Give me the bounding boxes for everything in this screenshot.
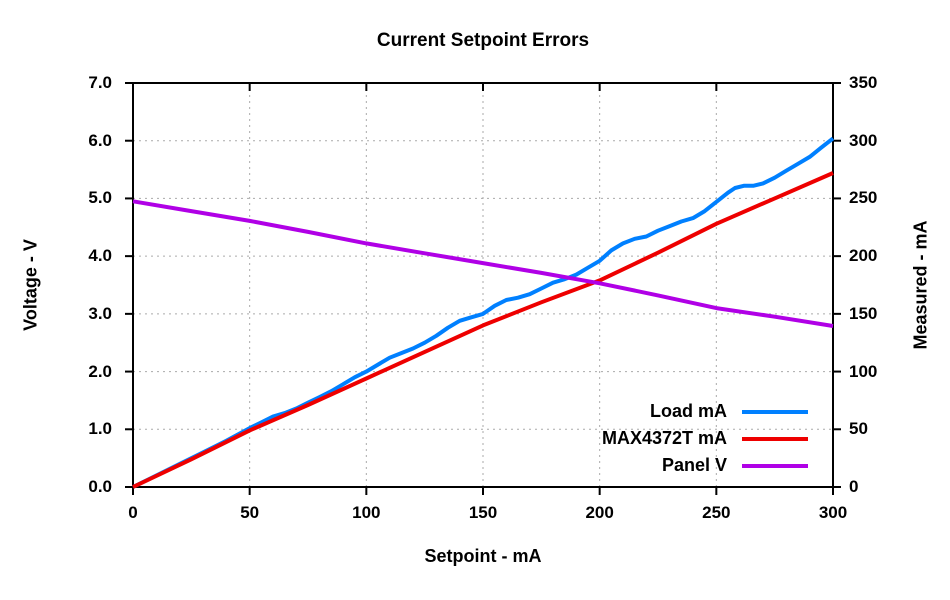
- series-line-max4372t-ma: [132, 171, 834, 489]
- tick-label: 2.0: [88, 361, 112, 381]
- y-axis-right-label: Measured - mA: [910, 220, 931, 350]
- tick-label: 0: [849, 477, 859, 496]
- tick-label: 4.0: [88, 246, 112, 266]
- chart-title: Current Setpoint Errors: [376, 30, 590, 51]
- tick-label: 250: [849, 188, 878, 208]
- tick-label: 200: [585, 503, 614, 522]
- tick-label: 0.0: [88, 477, 112, 496]
- legend-item: MAX4372T mA: [602, 425, 808, 452]
- tick-label: 350: [849, 73, 878, 92]
- legend-line-swatch: [742, 409, 808, 414]
- tick-label: 0: [128, 503, 138, 522]
- legend-line-swatch: [742, 436, 808, 441]
- tick-label: 100: [352, 503, 381, 522]
- tick-label: 200: [849, 246, 878, 266]
- tick-label: 300: [818, 503, 848, 522]
- x-axis-label: Setpoint - mA: [424, 546, 542, 566]
- y-axis-left-label: Voltage - V: [20, 239, 41, 331]
- tick-label: 50: [240, 503, 260, 522]
- tick-label: 6.0: [88, 130, 112, 150]
- series-line-panel-v: [132, 199, 834, 328]
- tick-label: 1.0: [88, 419, 112, 439]
- tick-label: 3.0: [88, 303, 112, 323]
- tick-label: 5.0: [88, 188, 112, 208]
- legend: Load mA MAX4372T mA Panel V: [602, 398, 808, 479]
- tick-label: 250: [702, 503, 731, 522]
- tick-label: 7.0: [88, 73, 112, 92]
- legend-label: Panel V: [661, 455, 727, 475]
- legend-item: Panel V: [602, 452, 808, 479]
- legend-item: Load mA: [602, 398, 808, 425]
- tick-label: 300: [849, 130, 878, 150]
- tick-label: 50: [849, 419, 868, 439]
- legend-line-swatch: [742, 463, 808, 468]
- tick-label: 100: [849, 361, 878, 381]
- legend-label: Load mA: [649, 401, 727, 421]
- tick-label: 150: [468, 503, 498, 522]
- tick-label: 150: [849, 303, 878, 323]
- legend-label: MAX4372T mA: [601, 428, 727, 448]
